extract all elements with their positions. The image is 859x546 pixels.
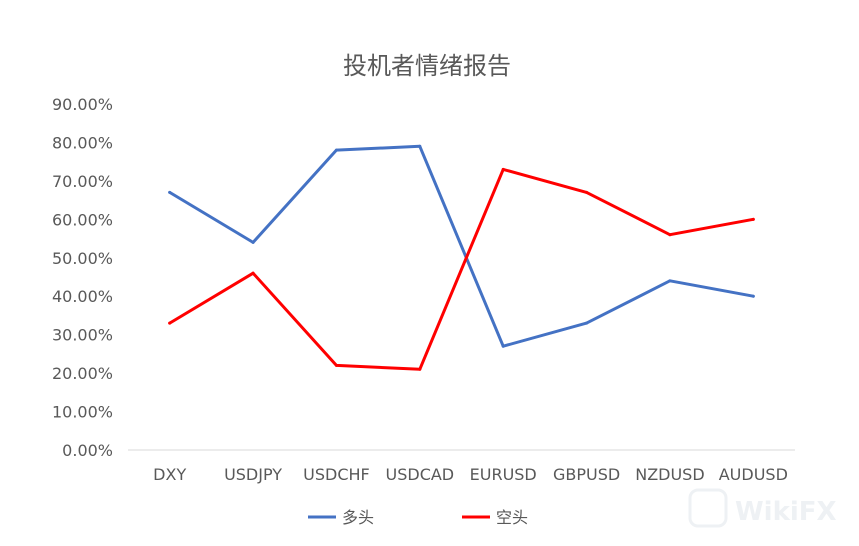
y-tick-label: 0.00% — [62, 441, 113, 460]
y-tick-label: 70.00% — [52, 172, 113, 191]
data-point — [585, 190, 589, 194]
y-axis: 0.00% 10.00% 20.00% 30.00% 40.00% 50.00% 60.00… — [52, 95, 113, 460]
y-tick-label: 90.00% — [52, 95, 113, 114]
legend-label: 空头 — [496, 508, 528, 527]
x-axis: DXY USDJPY USDCHF USDCAD EURUSD GBPUSD NZDUSD A… — [128, 449, 795, 484]
y-tick-label: 10.00% — [52, 403, 113, 422]
x-tick-label: USDCHF — [303, 465, 370, 484]
y-tick-label: 60.00% — [52, 210, 113, 229]
data-point — [751, 294, 755, 298]
data-point — [418, 367, 422, 371]
watermark-logo-icon — [688, 488, 728, 528]
series-layer — [168, 144, 755, 371]
x-tick-label: USDCAD — [386, 465, 455, 484]
y-tick-label: 30.00% — [52, 326, 113, 345]
data-point — [751, 217, 755, 221]
x-tick-label: EURUSD — [470, 465, 537, 484]
x-tick-label: NZDUSD — [635, 465, 704, 484]
data-point — [501, 344, 505, 348]
chart-title: 投机者情绪报告 — [343, 52, 511, 80]
data-point — [168, 321, 172, 325]
x-tick-label: DXY — [153, 465, 186, 484]
watermark: WikiFX — [688, 488, 837, 528]
data-point — [585, 321, 589, 325]
data-point — [668, 233, 672, 237]
data-point — [668, 279, 672, 283]
y-tick-label: 50.00% — [52, 249, 113, 268]
x-tick-label: GBPUSD — [553, 465, 620, 484]
x-tick-label: AUDUSD — [719, 465, 788, 484]
y-tick-label: 20.00% — [52, 364, 113, 383]
series-line-2 — [168, 167, 755, 371]
watermark-text: WikiFX — [735, 497, 837, 527]
series-line-1 — [168, 144, 755, 348]
data-point — [501, 167, 505, 171]
y-tick-label: 40.00% — [52, 287, 113, 306]
legend: 多头 空头 — [308, 508, 528, 527]
data-point — [251, 240, 255, 244]
y-tick-label: 80.00% — [52, 133, 113, 152]
data-point — [168, 190, 172, 194]
data-point — [334, 363, 338, 367]
data-point — [334, 148, 338, 152]
data-point — [251, 271, 255, 275]
data-point — [418, 144, 422, 148]
legend-label: 多头 — [342, 508, 374, 527]
x-tick-label: USDJPY — [224, 465, 282, 484]
